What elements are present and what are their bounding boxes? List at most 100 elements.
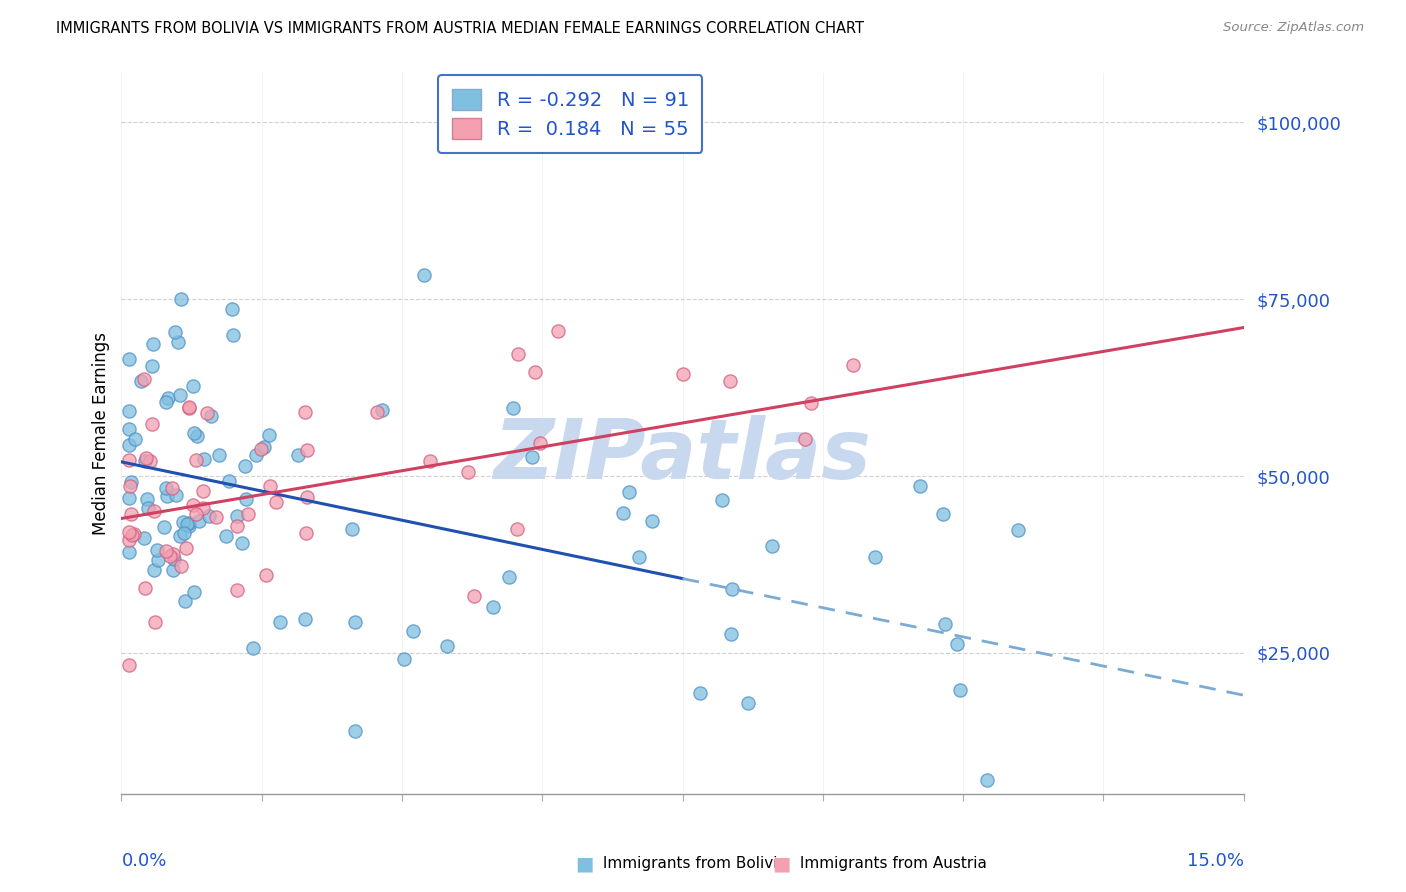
Point bbox=[612, 506, 634, 520]
Point bbox=[287, 448, 309, 462]
Point bbox=[721, 582, 744, 596]
Point bbox=[463, 589, 485, 603]
Point bbox=[181, 498, 204, 512]
Point bbox=[842, 358, 865, 372]
Point bbox=[457, 466, 479, 480]
Point bbox=[179, 400, 201, 414]
Point bbox=[236, 507, 259, 521]
Point bbox=[720, 626, 742, 640]
Point bbox=[617, 485, 640, 500]
Point bbox=[132, 531, 155, 545]
Point bbox=[498, 570, 520, 584]
Point bbox=[186, 507, 208, 521]
Text: 0.0%: 0.0% bbox=[121, 852, 167, 870]
Point bbox=[141, 359, 163, 373]
Point bbox=[340, 522, 363, 536]
Point bbox=[134, 372, 156, 386]
Point bbox=[800, 395, 823, 409]
Point bbox=[134, 582, 156, 596]
Point bbox=[711, 492, 734, 507]
Point bbox=[1007, 523, 1029, 537]
Text: 15.0%: 15.0% bbox=[1187, 852, 1244, 870]
Point bbox=[187, 514, 209, 528]
Point bbox=[863, 549, 886, 564]
Point bbox=[120, 475, 142, 490]
Point bbox=[264, 495, 287, 509]
Point bbox=[160, 481, 183, 495]
Point bbox=[136, 500, 159, 515]
Point bbox=[174, 541, 197, 556]
Point bbox=[641, 514, 664, 528]
Point bbox=[191, 501, 214, 516]
Point bbox=[193, 483, 215, 498]
Point bbox=[949, 683, 972, 698]
Point bbox=[297, 442, 319, 457]
Point bbox=[169, 529, 191, 543]
Point bbox=[143, 504, 166, 518]
Point bbox=[931, 507, 953, 521]
Point bbox=[672, 367, 695, 381]
Point bbox=[173, 525, 195, 540]
Point bbox=[118, 491, 141, 505]
Y-axis label: Median Female Earnings: Median Female Earnings bbox=[93, 332, 110, 535]
Point bbox=[257, 427, 280, 442]
Point bbox=[976, 773, 998, 788]
Point bbox=[118, 453, 141, 467]
Point bbox=[146, 552, 169, 566]
Text: ■: ■ bbox=[772, 855, 790, 873]
Point bbox=[118, 524, 141, 539]
Point bbox=[761, 539, 783, 553]
Point bbox=[183, 378, 205, 392]
Point bbox=[254, 567, 277, 582]
Point bbox=[794, 432, 817, 446]
Point bbox=[193, 452, 215, 467]
Point bbox=[124, 433, 146, 447]
Point bbox=[242, 641, 264, 656]
Point bbox=[157, 392, 180, 406]
Point bbox=[120, 507, 142, 521]
Point bbox=[135, 492, 157, 507]
Point bbox=[162, 547, 184, 561]
Point bbox=[156, 489, 179, 503]
Point bbox=[436, 639, 458, 653]
Point bbox=[520, 450, 543, 465]
Point bbox=[118, 544, 141, 558]
Point bbox=[118, 657, 141, 672]
Point bbox=[295, 525, 318, 540]
Text: IMMIGRANTS FROM BOLIVIA VS IMMIGRANTS FROM AUSTRIA MEDIAN FEMALE EARNINGS CORREL: IMMIGRANTS FROM BOLIVIA VS IMMIGRANTS FR… bbox=[56, 21, 865, 36]
Point bbox=[163, 326, 186, 340]
Text: Immigrants from Bolivia: Immigrants from Bolivia bbox=[598, 856, 787, 871]
Point bbox=[176, 517, 198, 532]
Point bbox=[197, 509, 219, 524]
Point bbox=[162, 563, 184, 577]
Point bbox=[529, 435, 551, 450]
Point bbox=[208, 448, 231, 462]
Point bbox=[294, 404, 316, 418]
Point bbox=[162, 551, 184, 566]
Point bbox=[269, 615, 291, 630]
Point bbox=[481, 599, 503, 614]
Point bbox=[737, 697, 759, 711]
Point bbox=[343, 615, 366, 630]
Point bbox=[419, 454, 441, 468]
Point bbox=[173, 593, 195, 607]
Text: Source: ZipAtlas.com: Source: ZipAtlas.com bbox=[1223, 21, 1364, 34]
Point bbox=[259, 478, 281, 492]
Point bbox=[506, 522, 529, 536]
Point bbox=[344, 723, 367, 738]
Text: ■: ■ bbox=[575, 855, 593, 873]
Point bbox=[392, 652, 415, 666]
Point bbox=[143, 564, 166, 578]
Point bbox=[225, 583, 247, 598]
Point bbox=[166, 334, 188, 349]
Point bbox=[159, 549, 181, 564]
Point bbox=[177, 401, 200, 415]
Point bbox=[371, 403, 394, 417]
Point bbox=[170, 558, 193, 573]
Point bbox=[226, 508, 249, 523]
Point bbox=[152, 520, 174, 534]
Point bbox=[294, 612, 316, 626]
Point bbox=[118, 422, 141, 436]
Point bbox=[231, 536, 253, 550]
Point bbox=[718, 374, 741, 388]
